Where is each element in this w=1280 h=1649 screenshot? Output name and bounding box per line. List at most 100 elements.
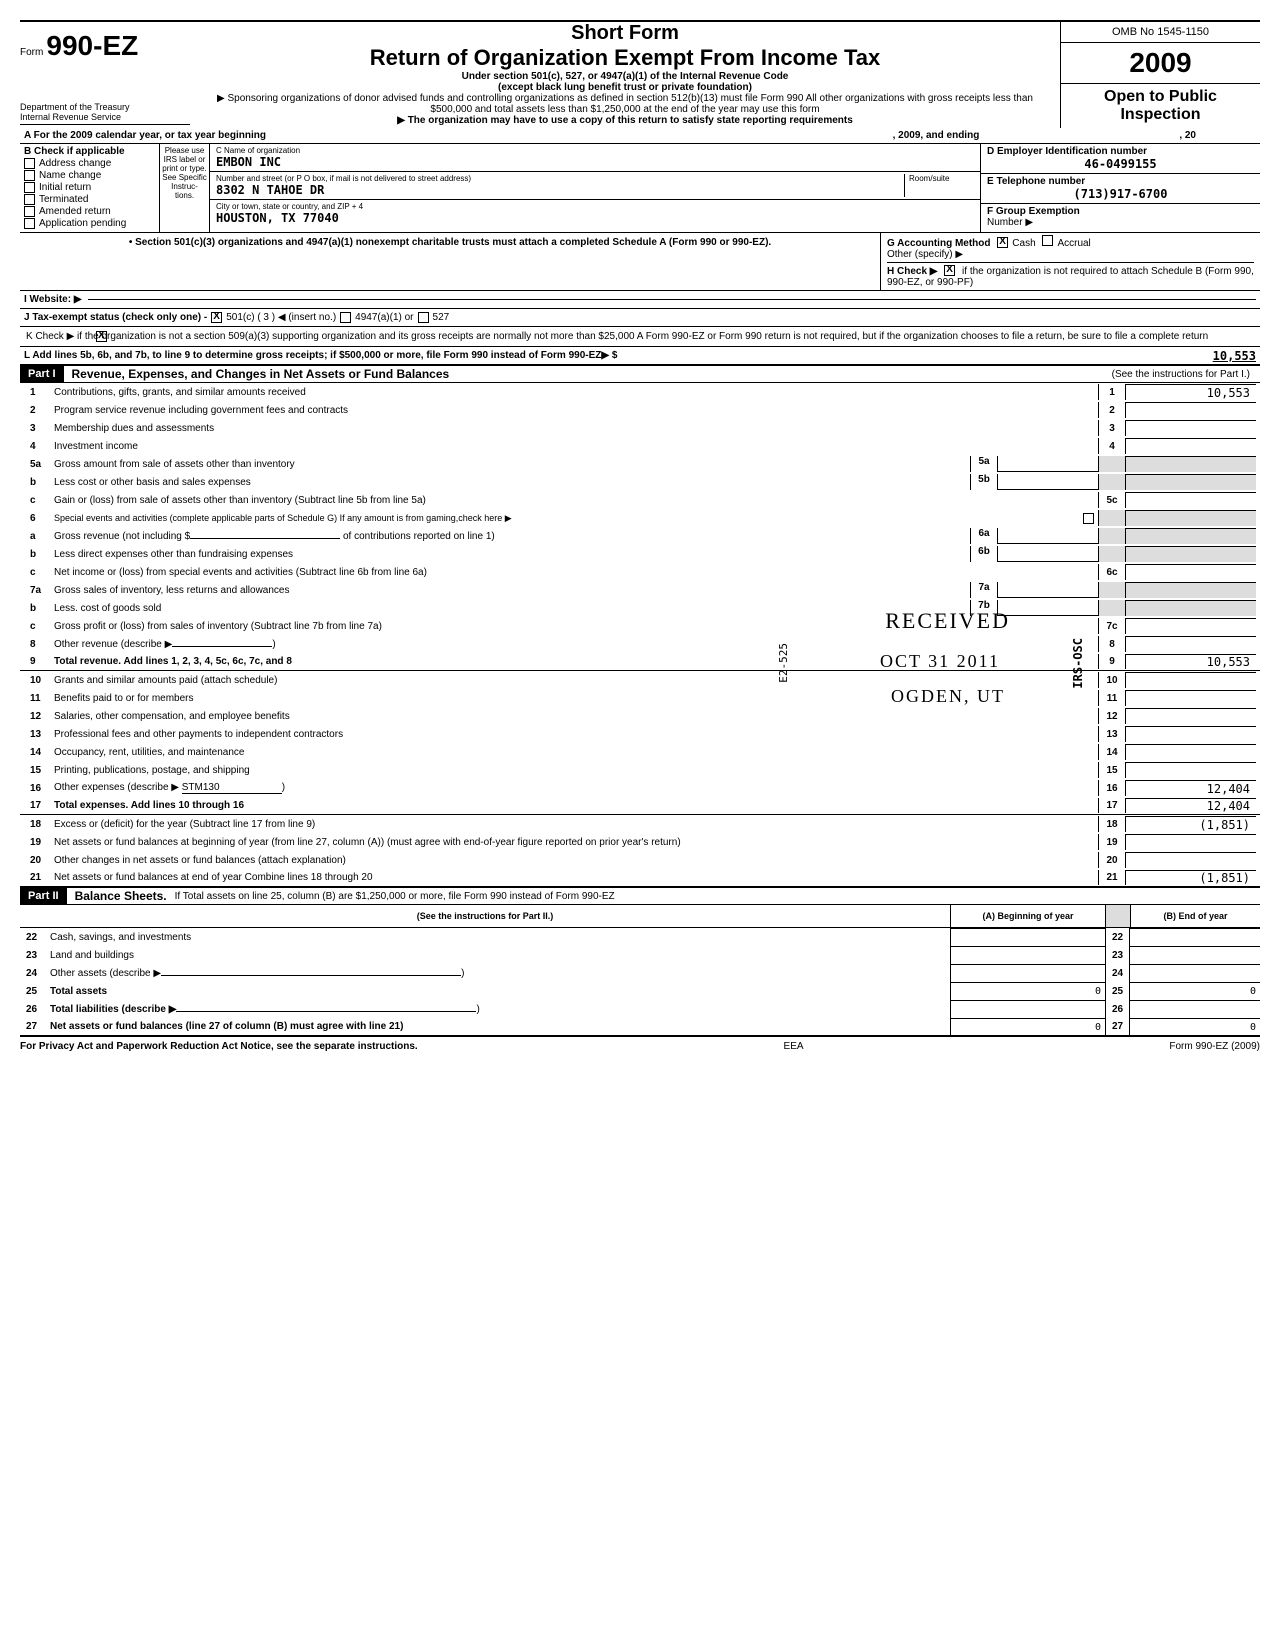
chk-app-pending[interactable]: Application pending <box>24 218 155 229</box>
bal-27-a: 0 <box>950 1018 1105 1035</box>
chk-address-change[interactable]: Address change <box>24 158 155 169</box>
bal-22-b <box>1130 928 1260 946</box>
line-1-val: 10,553 <box>1126 384 1256 400</box>
group-exemption-cell: F Group Exemption Number ▶ <box>981 204 1260 230</box>
dept-treasury: Department of the Treasury Internal Reve… <box>20 102 190 125</box>
tax-year: 2009 <box>1061 43 1260 84</box>
line-6b: bLess direct expenses other than fundrai… <box>20 545 1260 563</box>
h-text: if the organization is not required to a… <box>887 266 1254 288</box>
col-b-header: (B) End of year <box>1130 905 1260 927</box>
line-21-val: (1,851) <box>1126 870 1256 885</box>
org-name-label: C Name of organization <box>216 146 974 155</box>
line-5a: 5aGross amount from sale of assets other… <box>20 455 1260 473</box>
header-row: Form 990-EZ Department of the Treasury I… <box>20 20 1260 128</box>
line-4: 4Investment income4 <box>20 437 1260 455</box>
line-8-text: Other revenue (describe ▶ <box>54 639 172 650</box>
chk-501c[interactable] <box>211 312 222 323</box>
line-16-val: 12,404 <box>1126 780 1256 796</box>
chk-name-change[interactable]: Name change <box>24 170 155 181</box>
ein-cell: D Employer Identification number 46-0499… <box>981 144 1260 174</box>
row-a: A For the 2009 calendar year, or tax yea… <box>20 128 1260 144</box>
j-label: J Tax-exempt status (check only one) - <box>24 312 207 323</box>
bal-27-text: Net assets or fund balances (line 27 of … <box>50 1021 950 1032</box>
open-public-1: Open to Public <box>1065 88 1256 106</box>
org-city: HOUSTON, TX 77040 <box>216 211 974 225</box>
line-15-text: Printing, publications, postage, and shi… <box>54 765 1098 776</box>
line-19: 19Net assets or fund balances at beginni… <box>20 833 1260 851</box>
line-19-text: Net assets or fund balances at beginning… <box>54 837 1098 848</box>
col-right: D Employer Identification number 46-0499… <box>980 144 1260 232</box>
f-sub: Number ▶ <box>987 217 1033 228</box>
org-name-cell: C Name of organization EMBON INC <box>210 144 980 172</box>
chk-gaming[interactable] <box>1083 513 1094 524</box>
line-17: 17Total expenses. Add lines 10 through 1… <box>20 797 1260 815</box>
bal-26-b <box>1130 1000 1260 1018</box>
line-5c-text: Gain or (loss) from sale of assets other… <box>54 495 1098 506</box>
col-b-header: B Check if applicable <box>24 146 155 157</box>
dept-line2: Internal Revenue Service <box>20 112 190 122</box>
line-5b-text: Less cost or other basis and sales expen… <box>54 477 970 488</box>
bal-24-b <box>1130 964 1260 982</box>
line-6c: cNet income or (loss) from special event… <box>20 563 1260 581</box>
chk-terminated[interactable]: Terminated <box>24 194 155 205</box>
line-5c: cGain or (loss) from sale of assets othe… <box>20 491 1260 509</box>
line-13-val <box>1126 726 1256 742</box>
line-14-text: Occupancy, rent, utilities, and maintena… <box>54 747 1098 758</box>
line-3-val <box>1126 420 1256 436</box>
phone-value: (713)917-6700 <box>987 187 1254 201</box>
section-g-row: • Section 501(c)(3) organizations and 49… <box>20 233 1260 291</box>
phone-cell: E Telephone number (713)917-6700 <box>981 174 1260 204</box>
header-grid: B Check if applicable Address change Nam… <box>20 144 1260 233</box>
line-10-text: Grants and similar amounts paid (attach … <box>54 675 1098 686</box>
return-title: Return of Organization Exempt From Incom… <box>198 45 1052 71</box>
line-16-text: Other expenses (describe ▶ <box>54 782 179 793</box>
org-addr-cell: Number and street (or P O box, if mail i… <box>210 172 980 200</box>
part2-instr: (See the instructions for Part II.) <box>20 905 950 927</box>
chk-accrual[interactable] <box>1042 235 1053 246</box>
line-12-text: Salaries, other compensation, and employ… <box>54 711 1098 722</box>
line-8-val <box>1126 636 1256 652</box>
chk-amended[interactable]: Amended return <box>24 206 155 217</box>
footer-left: For Privacy Act and Paperwork Reduction … <box>20 1041 418 1052</box>
chk-h[interactable] <box>944 265 955 276</box>
line-7b: bLess. cost of goods sold7b <box>20 599 1260 617</box>
chk-initial-return[interactable]: Initial return <box>24 182 155 193</box>
part1-label: Part I <box>20 366 64 382</box>
bal-23: 23Land and buildings23 <box>20 946 1260 964</box>
bal-24: 24Other assets (describe ▶)24 <box>20 964 1260 982</box>
bal-22-text: Cash, savings, and investments <box>50 932 950 943</box>
line-9-val: 10,553 <box>1126 654 1256 669</box>
room-label: Room/suite <box>909 174 974 183</box>
i-label: I Website: ▶ <box>24 294 82 305</box>
line-6a: aGross revenue (not including $ of contr… <box>20 527 1260 545</box>
bal-25-b: 0 <box>1130 982 1260 1000</box>
open-public-2: Inspection <box>1065 106 1256 124</box>
line-5b: bLess cost or other basis and sales expe… <box>20 473 1260 491</box>
chk-label-0: Address change <box>39 158 111 169</box>
part1-header: Part I Revenue, Expenses, and Changes in… <box>20 365 1260 383</box>
l-text: L Add lines 5b, 6b, and 7b, to line 9 to… <box>24 350 617 361</box>
line-15-val <box>1126 762 1256 778</box>
chk-527[interactable] <box>418 312 429 323</box>
subtitle-2: (except black lung benefit trust or priv… <box>198 82 1052 93</box>
part1-title: Revenue, Expenses, and Changes in Net As… <box>64 367 450 381</box>
website-field[interactable] <box>88 299 1256 300</box>
bal-25: 25Total assets0250 <box>20 982 1260 1000</box>
part2-label: Part II <box>20 888 67 904</box>
bal-22-a <box>950 928 1105 946</box>
chk-4947[interactable] <box>340 312 351 323</box>
irs-osc-stamp: IRS-OSC <box>1071 638 1085 689</box>
form-word: Form <box>20 47 43 58</box>
section-501-note: • Section 501(c)(3) organizations and 49… <box>20 233 880 290</box>
chk-cash[interactable] <box>997 237 1008 248</box>
ein-value: 46-0499155 <box>987 157 1254 171</box>
bal-26: 26Total liabilities (describe ▶)26 <box>20 1000 1260 1018</box>
line-6c-val <box>1126 564 1256 580</box>
line-11-val <box>1126 690 1256 706</box>
line-7c-val <box>1126 618 1256 634</box>
row-a-mid: , 2009, and ending <box>893 130 980 141</box>
bal-23-text: Land and buildings <box>50 950 950 961</box>
part2-note: If Total assets on line 25, column (B) a… <box>167 891 615 902</box>
line-6-text: Special events and activities (complete … <box>54 513 1083 524</box>
chk-k[interactable] <box>96 331 107 342</box>
